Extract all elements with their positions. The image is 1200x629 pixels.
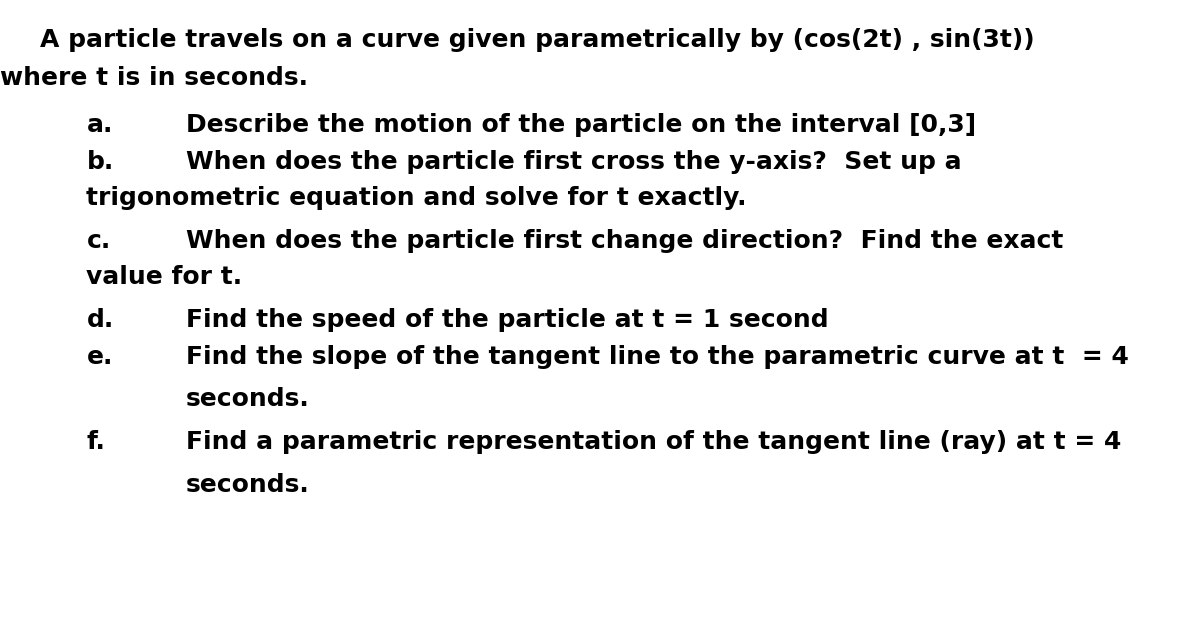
Text: seconds.: seconds. — [186, 473, 310, 497]
Text: where t is in seconds.: where t is in seconds. — [0, 66, 308, 90]
Text: Describe the motion of the particle on the interval [0,3]: Describe the motion of the particle on t… — [186, 113, 976, 137]
Text: When does the particle first cross the y-axis?  Set up a: When does the particle first cross the y… — [186, 150, 961, 174]
Text: trigonometric equation and solve for t exactly.: trigonometric equation and solve for t e… — [86, 186, 746, 210]
Text: A particle travels on a curve given parametrically by (cos(2t) , sin(3t)): A particle travels on a curve given para… — [40, 28, 1034, 52]
Text: c.: c. — [86, 229, 110, 253]
Text: When does the particle first change direction?  Find the exact: When does the particle first change dire… — [186, 229, 1063, 253]
Text: Find the slope of the tangent line to the parametric curve at t  = 4: Find the slope of the tangent line to th… — [186, 345, 1129, 369]
Text: Find a parametric representation of the tangent line (ray) at t = 4: Find a parametric representation of the … — [186, 430, 1121, 454]
Text: seconds.: seconds. — [186, 387, 310, 411]
Text: d.: d. — [86, 308, 114, 332]
Text: e.: e. — [86, 345, 113, 369]
Text: a.: a. — [86, 113, 113, 137]
Text: value for t.: value for t. — [86, 265, 242, 289]
Text: b.: b. — [86, 150, 114, 174]
Text: Find the speed of the particle at t = 1 second: Find the speed of the particle at t = 1 … — [186, 308, 829, 332]
Text: f.: f. — [86, 430, 106, 454]
